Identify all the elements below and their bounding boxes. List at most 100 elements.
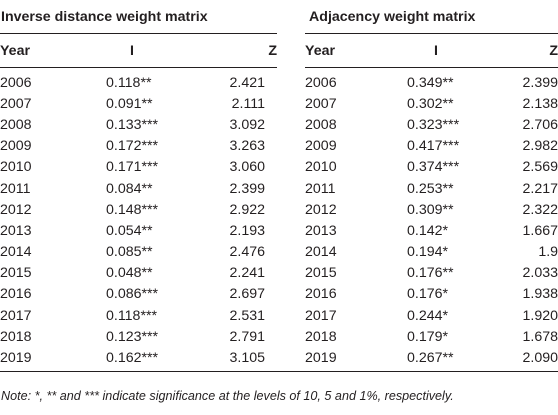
i-right-cell: 0.309** (377, 199, 495, 220)
row-gap (277, 136, 305, 157)
group-gap (277, 0, 305, 34)
z-left-cell-value: 3.060 (229, 159, 266, 176)
i-right-cell-value: 0.253** (407, 180, 454, 197)
z-left-cell: 2.791 (192, 326, 277, 347)
i-left-cell: 0.091** (72, 93, 192, 114)
row-gap (277, 68, 305, 94)
year-right-cell: 2012 (305, 201, 337, 218)
year-right-cell: 2009 (305, 138, 337, 155)
col-i-left: I (72, 33, 192, 68)
i-right-cell-value: 0.176** (407, 265, 454, 282)
year-right-cell: 2011 (305, 180, 336, 197)
z-left-cell: 2.531 (192, 305, 277, 326)
table-row: 2013 0.054** 2.193 2013 0.142* 1.667 (0, 220, 558, 241)
col-z-right: Z (495, 33, 558, 68)
year-left-cell: 2010 (0, 159, 32, 176)
z-right-cell: 1.667 (522, 222, 558, 239)
i-right-cell-value: 0.176* (407, 286, 449, 303)
z-left-cell-value: 2.111 (231, 95, 266, 112)
row-gap (277, 347, 306, 372)
z-left-cell: 2.399 (192, 178, 277, 199)
year-right-cell: 2015 (305, 265, 337, 282)
i-left-cell: 0.085** (72, 242, 192, 263)
z-right-cell: 1.9 (538, 244, 558, 261)
i-right-cell-value: 0.302** (407, 95, 454, 112)
z-left-cell: 3.105 (192, 347, 278, 372)
z-left-cell-value: 2.421 (229, 74, 266, 91)
row-gap (277, 178, 305, 199)
year-left-cell: 2007 (0, 95, 32, 112)
i-right-cell: 0.142* (377, 220, 495, 241)
year-right-cell: 2018 (305, 328, 337, 345)
i-right-cell-value: 0.309** (407, 201, 454, 218)
year-left-cell: 2006 (0, 74, 32, 91)
year-left-cell: 2009 (0, 138, 32, 155)
i-left-cell-value: 0.118** (106, 74, 152, 91)
z-left-cell: 2.111 (192, 93, 277, 114)
header-gap (277, 34, 305, 68)
group-left-title: Inverse distance weight matrix (0, 0, 278, 34)
z-right-cell: 1.938 (522, 286, 558, 303)
i-right-cell: 0.302** (377, 93, 495, 114)
row-gap (277, 93, 305, 114)
i-right-cell: 0.176** (377, 263, 495, 284)
year-right-cell: 2013 (305, 222, 337, 239)
row-gap (277, 305, 305, 326)
year-left-cell: 2012 (0, 201, 32, 218)
i-right-cell-value: 0.374*** (407, 159, 460, 176)
table-row: 2019 0.162*** 3.105 2019 0.267** 2.090 (0, 347, 558, 372)
z-right-cell: 1.920 (522, 307, 558, 324)
z-left-cell-value: 2.531 (229, 307, 266, 324)
group-right-title: Adjacency weight matrix (305, 0, 558, 34)
i-left-cell: 0.048** (72, 263, 192, 284)
col-z-left: Z (192, 33, 278, 68)
z-right-cell: 2.706 (522, 116, 558, 133)
col-year-left: Year (0, 33, 72, 68)
row-gap (277, 199, 305, 220)
i-left-cell-value: 0.085** (106, 244, 153, 261)
z-left-cell-value: 2.476 (229, 244, 266, 261)
z-left-cell: 3.263 (192, 136, 277, 157)
table-row: 2008 0.133*** 3.092 2008 0.323*** 2.706 (0, 114, 558, 135)
i-left-cell: 0.133*** (72, 114, 192, 135)
table-row: 2006 0.118** 2.421 2006 0.349** 2.399 (0, 68, 558, 94)
i-left-cell-value: 0.133*** (106, 116, 159, 133)
z-left-cell-value: 2.193 (229, 222, 266, 239)
i-left-cell: 0.148*** (72, 199, 192, 220)
i-left-cell: 0.171*** (72, 157, 192, 178)
year-left-cell: 2011 (0, 180, 31, 197)
row-gap (277, 114, 305, 135)
z-left-cell-value: 3.092 (229, 116, 266, 133)
year-left-cell: 2015 (0, 265, 32, 282)
row-gap (277, 284, 305, 305)
table-row: 2016 0.086*** 2.697 2016 0.176* 1.938 (0, 284, 558, 305)
z-left-cell-value: 2.922 (229, 201, 266, 218)
z-left-cell: 2.922 (192, 199, 277, 220)
i-left-cell: 0.118** (72, 68, 192, 94)
z-right-cell: 2.569 (522, 159, 558, 176)
year-left-cell: 2017 (0, 307, 32, 324)
z-left-cell-value: 2.791 (229, 328, 266, 345)
i-right-cell: 0.194* (377, 242, 495, 263)
z-left-cell: 2.241 (192, 263, 277, 284)
year-right-cell: 2010 (305, 159, 337, 176)
year-right-cell: 2007 (305, 95, 337, 112)
z-right-cell: 2.033 (522, 265, 558, 282)
i-right-cell-value: 0.142* (407, 222, 449, 239)
i-right-cell-value: 0.244* (407, 307, 449, 324)
i-left-cell: 0.172*** (72, 136, 192, 157)
i-right-cell-value: 0.323*** (407, 116, 460, 133)
i-left-cell-value: 0.123*** (106, 328, 159, 345)
moran-table: Inverse distance weight matrix Adjacency… (0, 0, 558, 372)
col-i-right: I (377, 33, 496, 68)
table-row: 2015 0.048** 2.241 2015 0.176** 2.033 (0, 263, 558, 284)
year-right-cell: 2016 (305, 286, 337, 303)
table-row: 2017 0.118*** 2.531 2017 0.244* 1.920 (0, 305, 558, 326)
table-row: 2012 0.148*** 2.922 2012 0.309** 2.322 (0, 199, 558, 220)
year-right-cell: 2019 (305, 347, 378, 372)
z-right-cell: 2.217 (522, 180, 558, 197)
i-left-cell: 0.086*** (72, 284, 192, 305)
i-right-cell: 0.179* (377, 326, 495, 347)
z-left-cell-value: 2.697 (229, 286, 266, 303)
i-right-cell-value: 0.179* (407, 328, 449, 345)
